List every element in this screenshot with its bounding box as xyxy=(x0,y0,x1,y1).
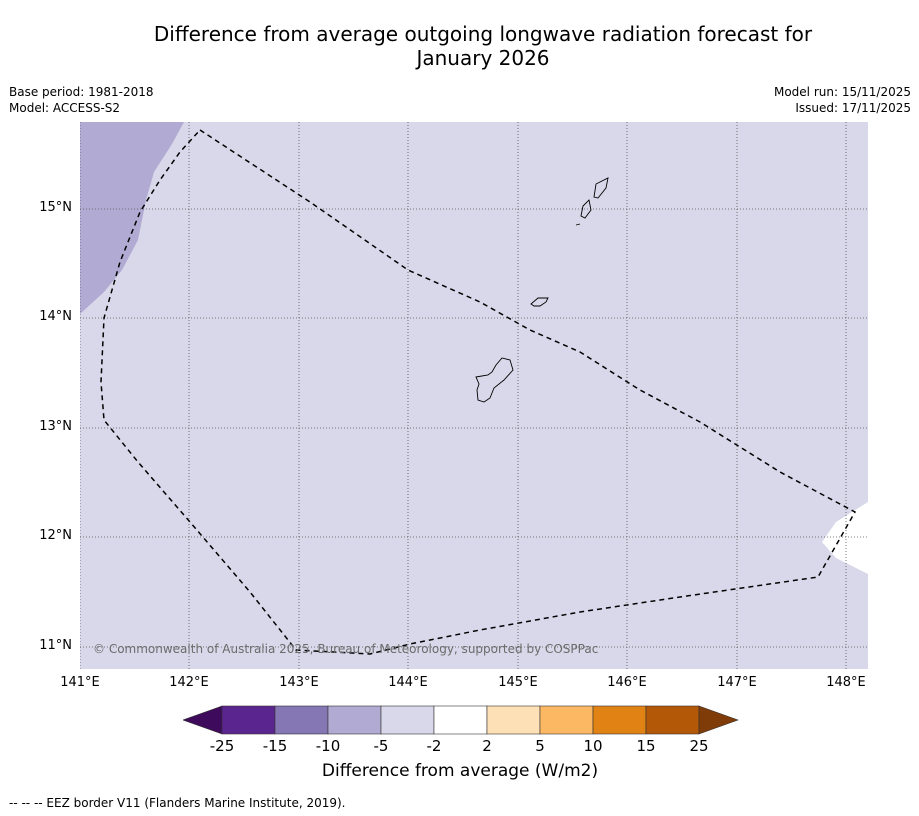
island-guam xyxy=(475,357,514,403)
cbar-seg-2 xyxy=(274,705,329,735)
cbar-tick-neg25: -25 xyxy=(209,737,235,755)
copyright-notice: © Commonwealth of Australia 2025, Bureau… xyxy=(93,642,599,656)
islands xyxy=(475,177,609,403)
map-panel: © Commonwealth of Australia 2025, Bureau… xyxy=(80,122,868,669)
lat-label-12: 12°N xyxy=(39,528,72,543)
map-title: Difference from average outgoing longwav… xyxy=(153,22,813,70)
lat-label-11: 11°N xyxy=(39,638,72,653)
island-north-1 xyxy=(593,177,609,199)
island-north-3 xyxy=(575,223,581,226)
island-rota xyxy=(530,297,549,307)
cbar-tick-5: 5 xyxy=(535,737,545,755)
graticule xyxy=(80,122,868,669)
neutral-anomaly-patch xyxy=(822,502,868,574)
lon-label-147: 147°E xyxy=(717,675,757,690)
cbar-seg-9 xyxy=(645,705,700,735)
meta-left: Base period: 1981-2018 Model: ACCESS-S2 xyxy=(9,84,154,116)
eez-legend-note: -- -- -- EEZ border V11 (Flanders Marine… xyxy=(9,796,346,810)
lon-label-144: 144°E xyxy=(388,675,428,690)
cbar-seg-0 xyxy=(182,705,223,735)
cbar-seg-7 xyxy=(539,705,594,735)
cbar-tick-2: 2 xyxy=(482,737,492,755)
cbar-tick-neg10: -10 xyxy=(315,737,341,755)
lon-label-146: 146°E xyxy=(607,675,647,690)
cbar-seg-8 xyxy=(592,705,647,735)
model-name: Model: ACCESS-S2 xyxy=(9,101,121,115)
meta-right: Model run: 15/11/2025 Issued: 17/11/2025 xyxy=(774,84,911,116)
cbar-seg-10 xyxy=(698,705,739,735)
negative-anomaly-patch xyxy=(80,122,184,314)
base-period: Base period: 1981-2018 xyxy=(9,85,154,99)
lon-label-145: 145°E xyxy=(498,675,538,690)
cbar-seg-4 xyxy=(380,705,435,735)
cbar-seg-5 xyxy=(433,705,488,735)
issued-date: Issued: 17/11/2025 xyxy=(795,101,911,115)
cbar-tick-neg5: -5 xyxy=(373,737,389,755)
lon-label-142: 142°E xyxy=(169,675,209,690)
eez-border xyxy=(100,129,857,655)
colorbar-canvas xyxy=(182,705,739,735)
cbar-tick-25: 25 xyxy=(689,737,709,755)
cbar-seg-3 xyxy=(327,705,382,735)
cbar-tick-15: 15 xyxy=(636,737,656,755)
lon-label-148: 148°E xyxy=(826,675,866,690)
model-run: Model run: 15/11/2025 xyxy=(773,85,911,99)
island-north-2 xyxy=(580,199,592,219)
lon-label-143: 143°E xyxy=(279,675,319,690)
lat-label-13: 13°N xyxy=(39,419,72,434)
colorbar xyxy=(182,705,739,741)
colorbar-title: Difference from average (W/m2) xyxy=(321,761,599,781)
cbar-tick-neg2: -2 xyxy=(426,737,442,755)
cbar-tick-neg15: -15 xyxy=(262,737,288,755)
lon-label-141: 141°E xyxy=(60,675,100,690)
map-canvas xyxy=(80,122,868,669)
cbar-seg-6 xyxy=(486,705,541,735)
cbar-seg-1 xyxy=(221,705,276,735)
cbar-tick-10: 10 xyxy=(583,737,603,755)
lat-label-14: 14°N xyxy=(39,309,72,324)
lat-label-15: 15°N xyxy=(39,200,72,215)
